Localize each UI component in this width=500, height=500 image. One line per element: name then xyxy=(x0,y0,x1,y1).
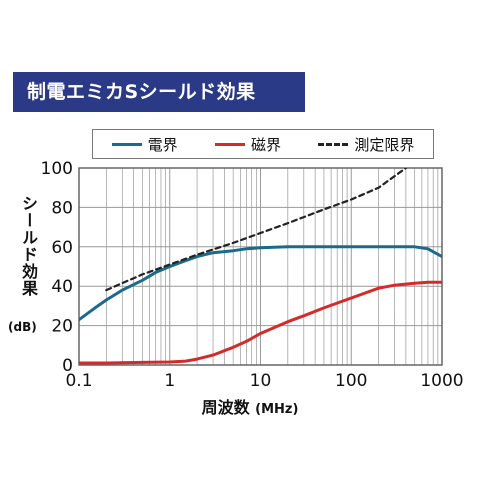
x-tick-label: 100 xyxy=(335,371,367,391)
y-tick-label: 80 xyxy=(51,198,73,218)
x-axis-unit: (MHz) xyxy=(255,402,299,417)
legend-item-electric: 電界 xyxy=(111,134,178,155)
legend-label-magnetic: 磁界 xyxy=(250,135,281,154)
legend-label-electric: 電界 xyxy=(147,135,178,154)
series-line-limit xyxy=(105,168,407,292)
y-tick-label: 60 xyxy=(51,238,73,258)
x-axis-label-group: 周波数 (MHz) xyxy=(0,394,500,418)
x-tick-label: 10 xyxy=(250,371,272,391)
legend-item-limit: 測定限界 xyxy=(318,134,414,155)
legend-label-limit: 測定限界 xyxy=(354,135,415,154)
x-tick-label: 1000 xyxy=(420,371,463,391)
legend: 電界 磁界 測定限界 xyxy=(92,129,434,159)
series-line-magnetic xyxy=(79,280,442,365)
x-tick-label: 1 xyxy=(164,371,175,391)
y-axis-unit: (dB) xyxy=(8,320,37,334)
y-tick-label: 20 xyxy=(51,317,73,337)
y-tick-label: 40 xyxy=(51,277,73,297)
y-tick-label: 100 xyxy=(41,159,73,179)
legend-swatch-limit xyxy=(318,142,349,146)
y-axis-label: シールド効果 xyxy=(19,195,38,297)
legend-swatch-electric xyxy=(111,142,142,146)
plot-frame xyxy=(78,167,443,366)
legend-swatch-magnetic xyxy=(214,142,245,146)
series-line-electric xyxy=(79,245,442,322)
x-axis-label: 周波数 xyxy=(201,398,250,417)
x-tick-label: 0.1 xyxy=(65,371,92,391)
y-tick-label: 0 xyxy=(62,356,73,376)
legend-item-magnetic: 磁界 xyxy=(214,134,281,155)
chart-title: 制電エミカSシールド効果 xyxy=(13,72,305,112)
